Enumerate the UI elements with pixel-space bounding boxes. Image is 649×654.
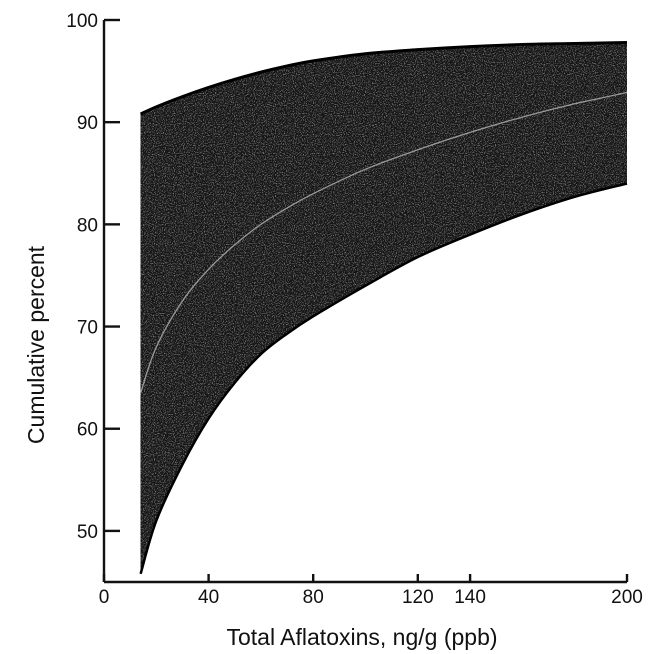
y-tick-label: 80 [77, 215, 98, 236]
x-tick-label: 80 [303, 587, 324, 608]
confidence-band [139, 41, 628, 575]
x-axis-title: Total Aflatoxins, ng/g (ppb) [226, 624, 497, 650]
x-tick-label: 120 [402, 587, 434, 608]
y-tick-label: 50 [77, 522, 98, 543]
x-tick-label: 40 [198, 587, 219, 608]
y-tick-label: 60 [77, 420, 98, 441]
y-tick-label: 90 [77, 113, 98, 134]
plot-area [139, 40, 628, 575]
center-curve-line [139, 91, 628, 394]
y-tick-label: 100 [66, 11, 98, 32]
x-tick-label: 140 [454, 587, 486, 608]
axes: 50 60 70 80 90 100 0 40 80 120 140 200 [66, 11, 643, 608]
x-tick-label: 200 [611, 587, 643, 608]
y-axis-title: Cumulative percent [23, 245, 49, 444]
y-tick-label: 70 [77, 318, 98, 339]
upper-bound-line [139, 40, 628, 116]
x-tick-label: 0 [99, 587, 110, 608]
lower-bound-line [139, 182, 628, 575]
